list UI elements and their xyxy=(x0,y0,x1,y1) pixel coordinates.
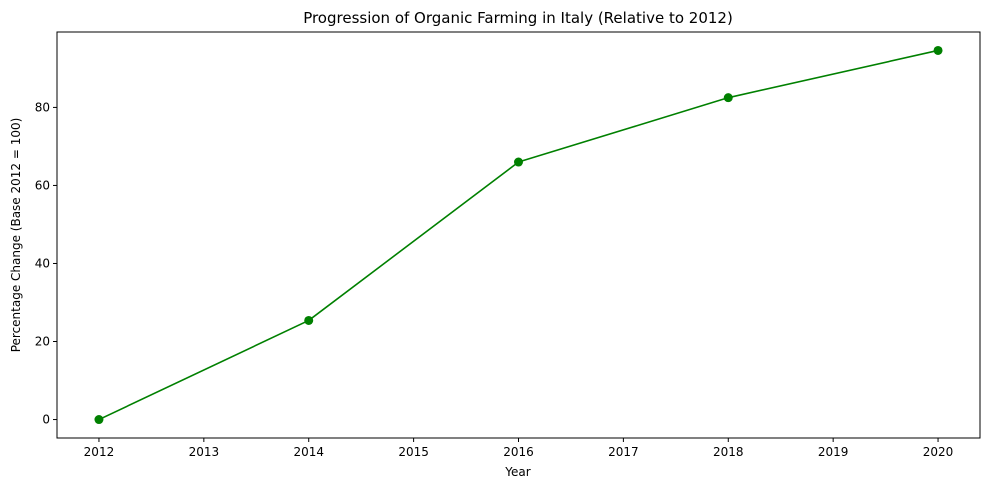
chart-title: Progression of Organic Farming in Italy … xyxy=(303,9,733,27)
y-tick-label: 0 xyxy=(42,413,50,427)
data-point xyxy=(933,45,943,55)
y-tick-label: 20 xyxy=(35,335,50,349)
x-tick-label: 2016 xyxy=(503,445,534,459)
data-point xyxy=(514,157,523,167)
x-tick-label: 2017 xyxy=(608,445,639,459)
x-tick-label: 2020 xyxy=(923,445,954,459)
x-tick-label: 2012 xyxy=(84,445,115,459)
data-point xyxy=(723,93,733,103)
y-axis-label: Percentage Change (Base 2012 = 100) xyxy=(9,118,23,353)
x-tick-label: 2015 xyxy=(398,445,429,459)
data-point xyxy=(304,315,314,325)
x-tick-label: 2019 xyxy=(818,445,849,459)
data-point xyxy=(94,415,104,425)
series-layer xyxy=(94,45,943,425)
x-axis: 2012 2013 2014 2015 2016 2017 2018 2019 2020 xyxy=(84,438,954,459)
y-tick-label: 40 xyxy=(35,256,50,270)
x-axis-label: Year xyxy=(504,465,530,479)
plot-area xyxy=(56,31,981,439)
x-tick-label: 2013 xyxy=(189,445,220,459)
x-tick-label: 2014 xyxy=(293,445,324,459)
x-tick-label: 2018 xyxy=(713,445,744,459)
y-tick-label: 60 xyxy=(35,178,50,192)
y-tick-label: 80 xyxy=(35,100,50,114)
y-axis: 0 20 40 60 80 xyxy=(35,100,57,427)
